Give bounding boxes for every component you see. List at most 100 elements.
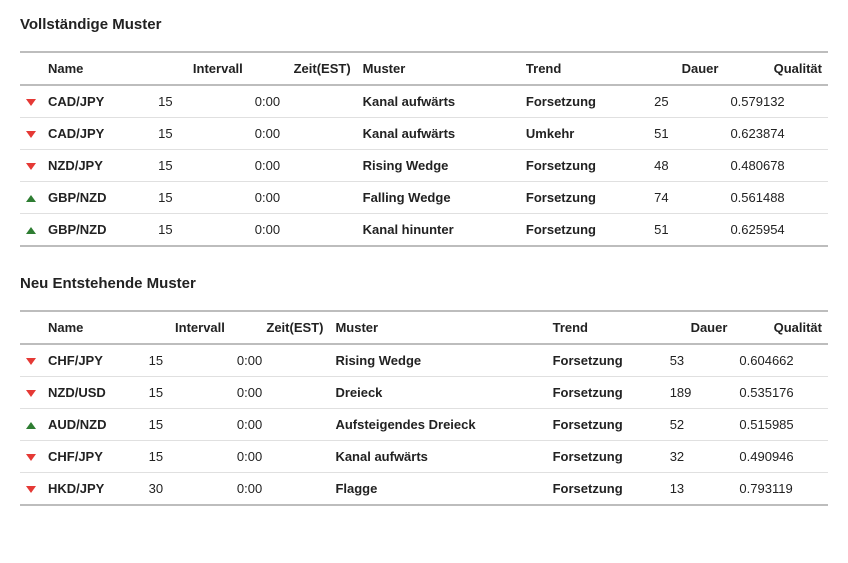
cell-qual: 0.480678: [724, 150, 828, 182]
col-header[interactable]: Qualität: [724, 52, 828, 85]
cell-qual: 0.625954: [724, 214, 828, 247]
cell-dauer: 51: [648, 214, 724, 247]
cell-muster: Kanal aufwärts: [357, 118, 520, 150]
col-header[interactable]: Name: [42, 311, 143, 344]
arrow-down-icon: [20, 118, 42, 150]
cell-name: CAD/JPY: [42, 85, 152, 118]
cell-intervall: 15: [143, 344, 231, 377]
cell-trend: Forsetzung: [520, 150, 648, 182]
col-header[interactable]: Zeit(EST): [249, 52, 357, 85]
cell-muster: Aufsteigendes Dreieck: [329, 409, 546, 441]
table-header-row: NameIntervallZeit(EST)MusterTrendDauerQu…: [20, 52, 828, 85]
col-header[interactable]: Dauer: [648, 52, 724, 85]
cell-intervall: 15: [152, 182, 249, 214]
col-header[interactable]: Intervall: [152, 52, 249, 85]
pattern-table: NameIntervallZeit(EST)MusterTrendDauerQu…: [20, 310, 828, 506]
cell-trend: Forsetzung: [547, 377, 664, 409]
cell-zeit: 0:00: [249, 150, 357, 182]
arrow-up-icon: [20, 182, 42, 214]
table-row[interactable]: CAD/JPY150:00Kanal aufwärtsForsetzung250…: [20, 85, 828, 118]
table-header-row: NameIntervallZeit(EST)MusterTrendDauerQu…: [20, 311, 828, 344]
col-header[interactable]: Qualität: [733, 311, 828, 344]
pattern-section: Neu Entstehende Muster NameIntervallZeit(…: [20, 275, 828, 506]
col-header[interactable]: Intervall: [143, 311, 231, 344]
cell-intervall: 15: [143, 409, 231, 441]
cell-dauer: 74: [648, 182, 724, 214]
cell-name: NZD/USD: [42, 377, 143, 409]
cell-qual: 0.579132: [724, 85, 828, 118]
table-row[interactable]: GBP/NZD150:00Falling WedgeForsetzung740.…: [20, 182, 828, 214]
cell-qual: 0.793119: [733, 473, 828, 506]
arrow-down-icon: [20, 85, 42, 118]
cell-name: GBP/NZD: [42, 214, 152, 247]
col-header[interactable]: Name: [42, 52, 152, 85]
cell-dauer: 32: [664, 441, 734, 473]
cell-name: HKD/JPY: [42, 473, 143, 506]
arrow-down-icon: [20, 150, 42, 182]
col-header[interactable]: Zeit(EST): [231, 311, 330, 344]
cell-zeit: 0:00: [231, 344, 330, 377]
col-header[interactable]: Muster: [357, 52, 520, 85]
cell-dauer: 53: [664, 344, 734, 377]
arrow-up-icon: [20, 409, 42, 441]
cell-muster: Kanal aufwärts: [329, 441, 546, 473]
table-row[interactable]: GBP/NZD150:00Kanal hinunterForsetzung510…: [20, 214, 828, 247]
cell-name: NZD/JPY: [42, 150, 152, 182]
cell-zeit: 0:00: [231, 441, 330, 473]
cell-intervall: 15: [152, 214, 249, 247]
col-header-icon: [20, 52, 42, 85]
cell-trend: Forsetzung: [547, 409, 664, 441]
table-row[interactable]: CHF/JPY150:00Rising WedgeForsetzung530.6…: [20, 344, 828, 377]
cell-muster: Falling Wedge: [357, 182, 520, 214]
cell-intervall: 30: [143, 473, 231, 506]
cell-trend: Forsetzung: [547, 441, 664, 473]
cell-trend: Forsetzung: [547, 473, 664, 506]
cell-trend: Forsetzung: [547, 344, 664, 377]
cell-trend: Umkehr: [520, 118, 648, 150]
cell-muster: Flagge: [329, 473, 546, 506]
cell-qual: 0.490946: [733, 441, 828, 473]
cell-name: GBP/NZD: [42, 182, 152, 214]
col-header[interactable]: Trend: [520, 52, 648, 85]
pattern-section: Vollständige MusterNameIntervallZeit(EST…: [20, 16, 828, 247]
cell-muster: Kanal aufwärts: [357, 85, 520, 118]
cell-intervall: 15: [143, 377, 231, 409]
cell-zeit: 0:00: [249, 118, 357, 150]
cell-intervall: 15: [152, 85, 249, 118]
cell-dauer: 52: [664, 409, 734, 441]
cell-zeit: 0:00: [249, 85, 357, 118]
cell-qual: 0.623874: [724, 118, 828, 150]
arrow-down-icon: [20, 377, 42, 409]
col-header[interactable]: Dauer: [664, 311, 734, 344]
table-row[interactable]: AUD/NZD150:00Aufsteigendes DreieckForset…: [20, 409, 828, 441]
cell-zeit: 0:00: [249, 182, 357, 214]
cell-qual: 0.535176: [733, 377, 828, 409]
pattern-table: NameIntervallZeit(EST)MusterTrendDauerQu…: [20, 51, 828, 247]
table-row[interactable]: NZD/JPY150:00Rising WedgeForsetzung480.4…: [20, 150, 828, 182]
cell-zeit: 0:00: [249, 214, 357, 247]
cell-dauer: 51: [648, 118, 724, 150]
section-title: Neu Entstehende Muster: [20, 275, 828, 292]
cell-muster: Kanal hinunter: [357, 214, 520, 247]
table-row[interactable]: CHF/JPY150:00Kanal aufwärtsForsetzung320…: [20, 441, 828, 473]
col-header-icon: [20, 311, 42, 344]
cell-dauer: 25: [648, 85, 724, 118]
cell-qual: 0.561488: [724, 182, 828, 214]
cell-zeit: 0:00: [231, 377, 330, 409]
cell-name: CHF/JPY: [42, 344, 143, 377]
col-header[interactable]: Muster: [329, 311, 546, 344]
cell-muster: Rising Wedge: [329, 344, 546, 377]
col-header[interactable]: Trend: [547, 311, 664, 344]
cell-trend: Forsetzung: [520, 214, 648, 247]
table-row[interactable]: HKD/JPY300:00FlaggeForsetzung130.793119: [20, 473, 828, 506]
arrow-down-icon: [20, 441, 42, 473]
cell-intervall: 15: [152, 118, 249, 150]
arrow-down-icon: [20, 473, 42, 506]
cell-dauer: 13: [664, 473, 734, 506]
cell-intervall: 15: [143, 441, 231, 473]
cell-trend: Forsetzung: [520, 85, 648, 118]
arrow-down-icon: [20, 344, 42, 377]
cell-zeit: 0:00: [231, 473, 330, 506]
table-row[interactable]: CAD/JPY150:00Kanal aufwärtsUmkehr510.623…: [20, 118, 828, 150]
table-row[interactable]: NZD/USD150:00DreieckForsetzung1890.53517…: [20, 377, 828, 409]
